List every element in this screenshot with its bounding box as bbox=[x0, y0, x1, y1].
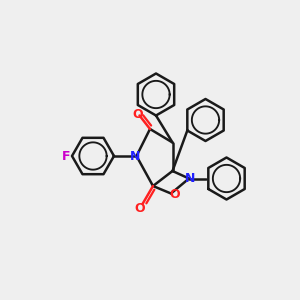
Text: F: F bbox=[62, 149, 71, 163]
Text: O: O bbox=[169, 188, 180, 202]
Text: N: N bbox=[130, 149, 140, 163]
Text: O: O bbox=[134, 202, 145, 215]
Text: O: O bbox=[133, 107, 143, 121]
Text: N: N bbox=[185, 172, 196, 185]
